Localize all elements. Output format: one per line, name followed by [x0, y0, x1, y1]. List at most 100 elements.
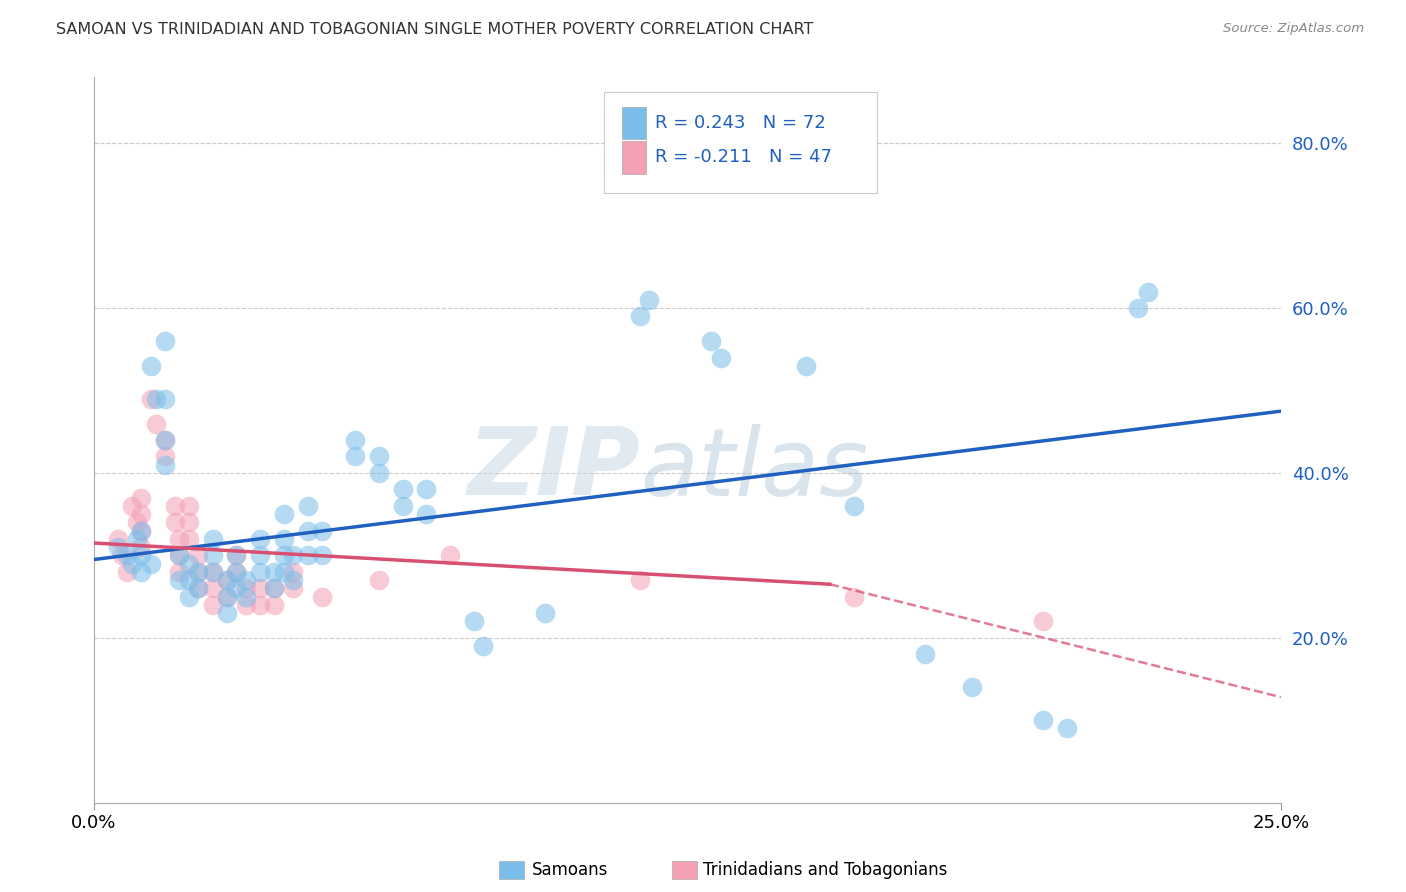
Point: [273, 507, 295, 521]
Point: [121, 557, 143, 571]
Point: [225, 549, 247, 563]
Point: [225, 549, 247, 563]
Text: R = -0.211   N = 47: R = -0.211 N = 47: [655, 148, 832, 166]
Point: [107, 532, 129, 546]
Point: [283, 573, 305, 587]
Point: [215, 573, 238, 587]
Point: [153, 433, 176, 447]
Point: [169, 573, 191, 587]
Point: [153, 334, 176, 348]
Point: [153, 450, 176, 464]
FancyBboxPatch shape: [605, 92, 877, 194]
Point: [131, 491, 153, 505]
Point: [439, 549, 461, 563]
Point: [201, 565, 224, 579]
Point: [235, 582, 257, 596]
Point: [297, 549, 319, 563]
Point: [249, 565, 271, 579]
Point: [710, 351, 733, 365]
Point: [311, 590, 333, 604]
Point: [153, 392, 176, 406]
Point: [177, 516, 200, 530]
Point: [235, 590, 257, 604]
Text: Source: ZipAtlas.com: Source: ZipAtlas.com: [1223, 22, 1364, 36]
Point: [842, 499, 865, 513]
Point: [1032, 713, 1054, 727]
Point: [472, 639, 495, 653]
Point: [311, 549, 333, 563]
Point: [638, 293, 661, 307]
Point: [201, 565, 224, 579]
Point: [139, 392, 162, 406]
Point: [215, 606, 238, 620]
Point: [201, 549, 224, 563]
Text: Trinidadians and Tobagonians: Trinidadians and Tobagonians: [703, 861, 948, 879]
Point: [263, 598, 285, 612]
Point: [391, 499, 413, 513]
Point: [111, 549, 134, 563]
Point: [225, 582, 247, 596]
Text: SAMOAN VS TRINIDADIAN AND TOBAGONIAN SINGLE MOTHER POVERTY CORRELATION CHART: SAMOAN VS TRINIDADIAN AND TOBAGONIAN SIN…: [56, 22, 814, 37]
Point: [201, 582, 224, 596]
Point: [163, 499, 186, 513]
Point: [842, 590, 865, 604]
Point: [177, 499, 200, 513]
Point: [249, 598, 271, 612]
Point: [215, 590, 238, 604]
Point: [628, 310, 651, 324]
Point: [263, 582, 285, 596]
Point: [534, 606, 557, 620]
Point: [249, 549, 271, 563]
Point: [367, 450, 389, 464]
Point: [177, 573, 200, 587]
Point: [311, 524, 333, 538]
Point: [297, 499, 319, 513]
Point: [297, 524, 319, 538]
Point: [225, 565, 247, 579]
Point: [225, 565, 247, 579]
Point: [344, 450, 367, 464]
Point: [794, 359, 817, 373]
Point: [283, 582, 305, 596]
Point: [263, 582, 285, 596]
Point: [249, 532, 271, 546]
Point: [187, 582, 209, 596]
Point: [145, 392, 167, 406]
Point: [215, 573, 238, 587]
Point: [283, 549, 305, 563]
Text: Samoans: Samoans: [531, 861, 607, 879]
Point: [249, 582, 271, 596]
Point: [273, 565, 295, 579]
Point: [131, 507, 153, 521]
FancyBboxPatch shape: [621, 141, 645, 174]
Point: [131, 524, 153, 538]
Point: [1136, 285, 1159, 299]
Point: [177, 590, 200, 604]
Text: atlas: atlas: [640, 424, 868, 515]
Point: [201, 532, 224, 546]
Point: [283, 565, 305, 579]
Point: [169, 565, 191, 579]
Point: [121, 499, 143, 513]
Point: [367, 573, 389, 587]
Point: [187, 565, 209, 579]
FancyBboxPatch shape: [621, 107, 645, 139]
Point: [163, 516, 186, 530]
Point: [145, 417, 167, 431]
Point: [153, 458, 176, 472]
Text: ZIP: ZIP: [467, 423, 640, 515]
Point: [391, 483, 413, 497]
Point: [115, 565, 138, 579]
Point: [1128, 301, 1150, 315]
Point: [187, 549, 209, 563]
Point: [344, 433, 367, 447]
Point: [139, 557, 162, 571]
Point: [700, 334, 723, 348]
Point: [169, 532, 191, 546]
Point: [1032, 615, 1054, 629]
Point: [131, 565, 153, 579]
Point: [215, 590, 238, 604]
Point: [415, 507, 437, 521]
Point: [367, 466, 389, 480]
Point: [177, 557, 200, 571]
